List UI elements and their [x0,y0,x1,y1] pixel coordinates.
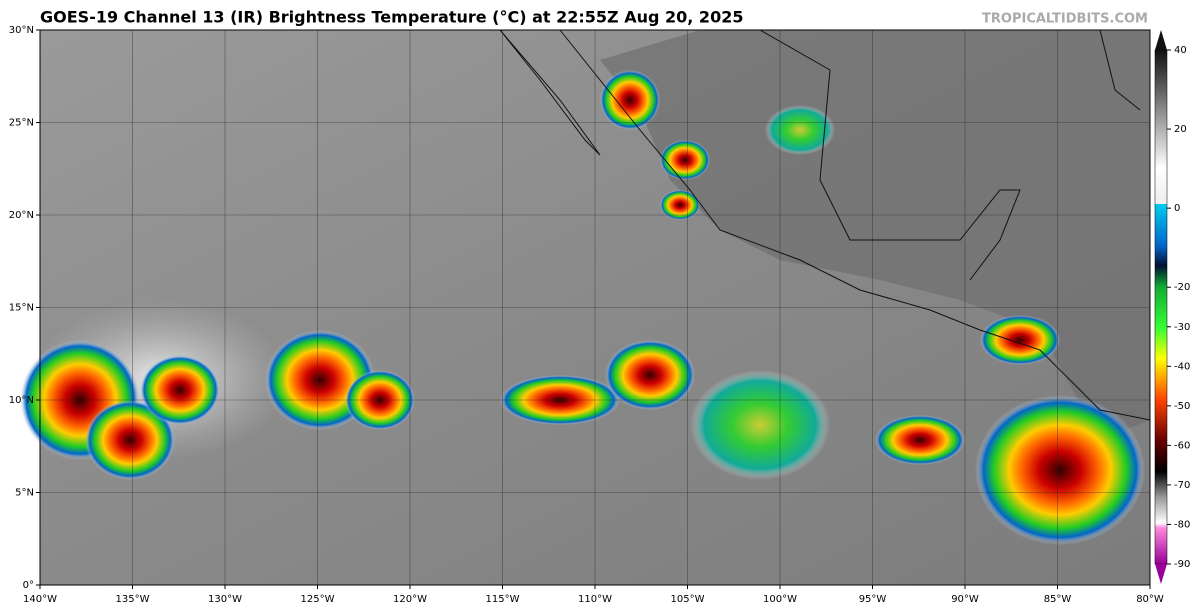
lon-label: 125°W [301,594,335,605]
lon-label: 80°W [1136,594,1164,605]
lon-label: 120°W [393,594,427,605]
colorbar-tick-label: -40 [1174,361,1190,372]
lat-label: 10°N [9,395,34,406]
lon-label: 105°W [671,594,705,605]
colorbar-tick-label: -60 [1174,440,1190,451]
colorbar-tick-label: -20 [1174,282,1190,293]
lat-label: 25°N [9,118,34,129]
title: GOES-19 Channel 13 (IR) Brightness Tempe… [40,8,743,27]
lat-label: 15°N [9,303,34,314]
lon-label: 135°W [116,594,150,605]
colorbar-tick-label: -70 [1174,480,1190,491]
lat-label: 5°N [15,488,34,499]
lon-label: 115°W [486,594,520,605]
lat-label: 0° [23,580,34,591]
lat-label: 30°N [9,25,34,36]
lon-label: 90°W [951,594,979,605]
colorbar-tick-label: -90 [1174,559,1190,570]
colorbar-tick-label: 20 [1174,124,1187,135]
colorbar-tick-label: -50 [1174,401,1190,412]
lon-label: 140°W [23,594,57,605]
colorbar-tick-label: -80 [1174,519,1190,530]
colorbar [1154,49,1168,565]
lon-label: 130°W [208,594,242,605]
colorbar-max-arrow [1155,30,1167,50]
lat-label: 20°N [9,210,34,221]
watermark: TROPICALTIDBITS.COM [982,12,1148,27]
lon-label: 100°W [763,594,797,605]
lon-label: 95°W [859,594,887,605]
colorbar-min-arrow [1155,564,1167,584]
lon-label: 85°W [1044,594,1072,605]
lon-label: 110°W [578,594,612,605]
colorbar-tick-label: 0 [1174,203,1180,214]
colorbar-tick-label: -30 [1174,322,1190,333]
colorbar-tick-label: 40 [1174,45,1187,56]
